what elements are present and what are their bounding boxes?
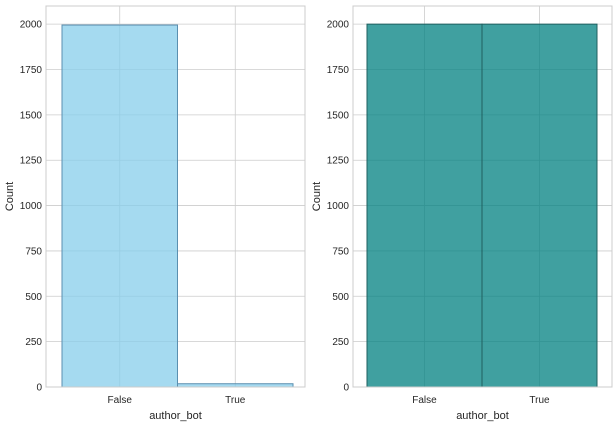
y-tick-label: 1250 bbox=[20, 156, 43, 167]
y-tick-label: 250 bbox=[332, 337, 349, 348]
y-axis-label: Count bbox=[311, 182, 323, 211]
y-tick-label: 2000 bbox=[327, 20, 350, 31]
y-tick-label: 1000 bbox=[327, 201, 350, 212]
y-tick-label: 1250 bbox=[327, 156, 350, 167]
y-tick-label: 1750 bbox=[20, 65, 43, 76]
plot-frame bbox=[45, 5, 306, 388]
y-tick-label: 1750 bbox=[327, 65, 350, 76]
y-tick-label: 750 bbox=[25, 246, 42, 257]
right-chart: 0 250 500 750 1000 1250 1500 1750 2000 False True a… bbox=[311, 5, 613, 422]
x-tick-label: True bbox=[225, 395, 246, 406]
y-tick-label: 500 bbox=[25, 292, 42, 303]
x-axis-label: author_bot bbox=[149, 410, 202, 422]
y-tick-label: 0 bbox=[36, 383, 42, 394]
left-chart: 0 250 500 750 1000 1250 1500 1750 2000 False True a… bbox=[4, 5, 306, 422]
x-tick-label: True bbox=[529, 395, 550, 406]
y-axis-label: Count bbox=[4, 182, 16, 211]
y-tick-label: 0 bbox=[343, 383, 349, 394]
x-axis-label: author_bot bbox=[456, 410, 509, 422]
bar-false bbox=[61, 24, 178, 388]
bar-false bbox=[366, 23, 483, 388]
y-tick-label: 1000 bbox=[20, 201, 43, 212]
x-tick-label: False bbox=[108, 395, 133, 406]
y-tick-label: 750 bbox=[332, 246, 349, 257]
y-tick-label: 250 bbox=[25, 337, 42, 348]
y-tick-label: 1500 bbox=[327, 110, 350, 121]
plot-frame bbox=[352, 5, 613, 388]
y-tick-label: 1500 bbox=[20, 110, 43, 121]
y-tick-label: 500 bbox=[332, 292, 349, 303]
y-tick-label: 2000 bbox=[20, 20, 43, 31]
bar-true bbox=[481, 23, 598, 388]
x-tick-label: False bbox=[412, 395, 437, 406]
